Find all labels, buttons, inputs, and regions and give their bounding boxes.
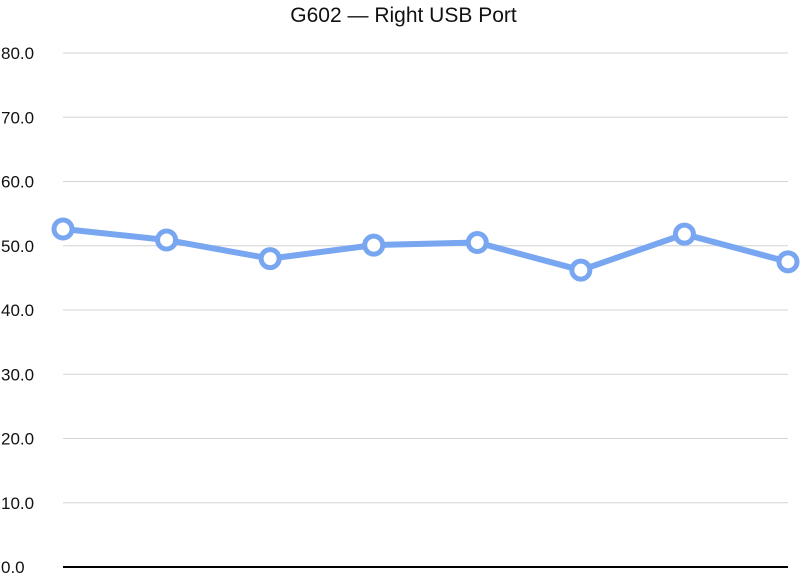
data-point: [465, 231, 489, 255]
data-point: [776, 250, 800, 274]
y-tick-label: 80.0: [1, 44, 34, 63]
y-tick-label: 50.0: [1, 237, 34, 256]
y-tick-label: 60.0: [1, 173, 34, 192]
data-point: [51, 217, 75, 241]
y-tick-label: 70.0: [1, 108, 34, 127]
data-point: [672, 222, 696, 246]
y-tick-label: 0.0: [1, 558, 25, 577]
series-layer: [51, 217, 800, 282]
y-tick-labels: 0.0 10.0 20.0 30.0 40.0 50.0 60.0 70.0 80.0: [1, 44, 34, 577]
data-point: [155, 228, 179, 252]
y-tick-label: 20.0: [1, 430, 34, 449]
series-line: [60, 226, 791, 274]
data-point: [258, 247, 282, 271]
y-tick-label: 30.0: [1, 365, 34, 384]
data-point: [362, 233, 386, 257]
chart-title: G602 — Right USB Port: [290, 4, 517, 27]
grid-lines: [63, 52, 788, 504]
y-tick-label: 10.0: [1, 494, 34, 513]
data-point: [569, 258, 593, 282]
y-tick-label: 40.0: [1, 301, 34, 320]
